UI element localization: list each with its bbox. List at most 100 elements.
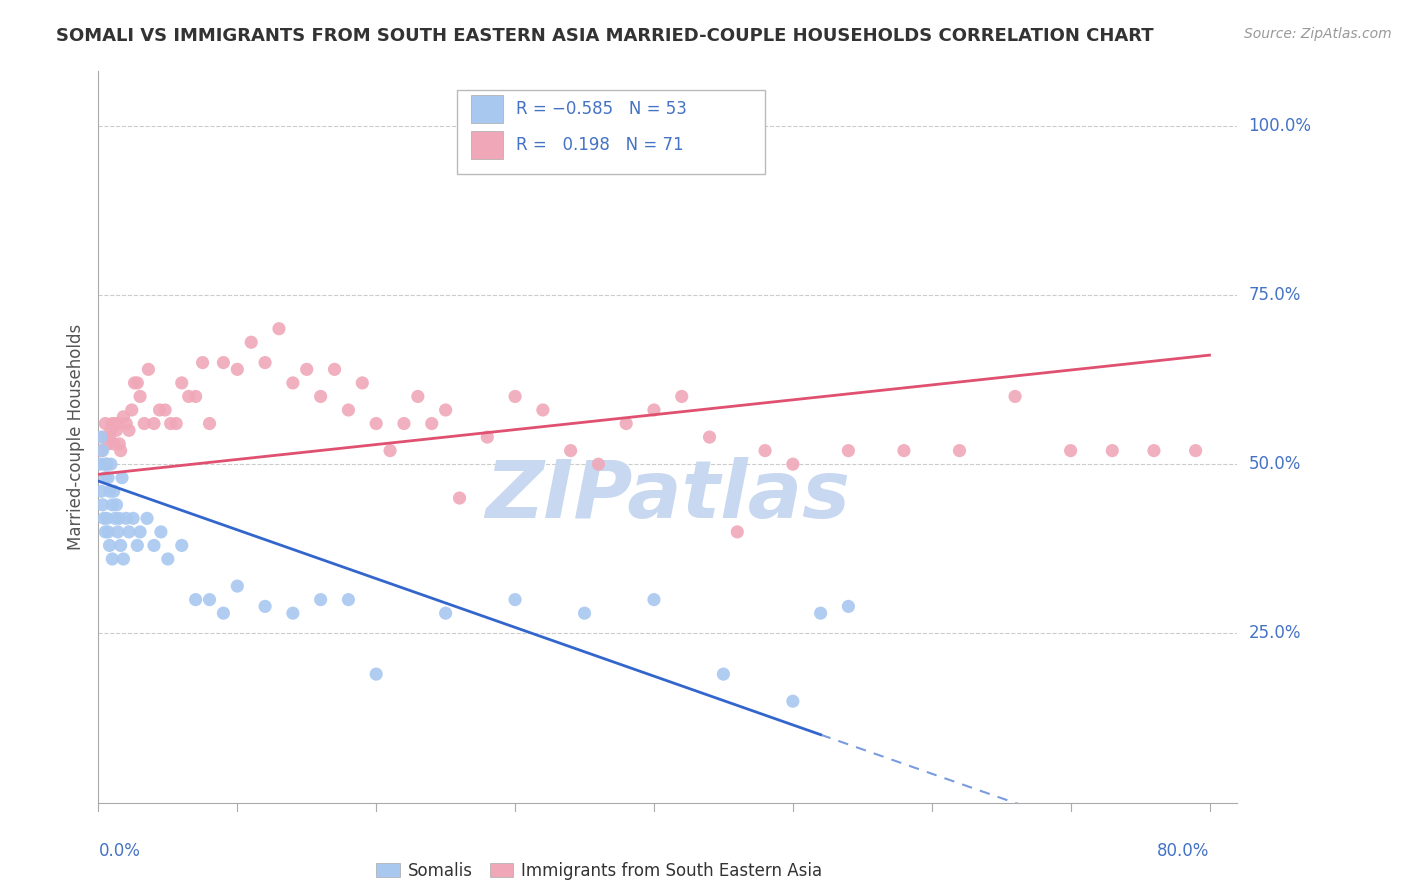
Text: 25.0%: 25.0% <box>1249 624 1301 642</box>
Point <box>366 417 388 431</box>
Point <box>671 389 693 403</box>
Point <box>110 538 132 552</box>
Point <box>699 430 721 444</box>
Text: ZIPatlas: ZIPatlas <box>485 457 851 534</box>
Point <box>100 423 122 437</box>
Bar <box>471 95 503 122</box>
Point <box>143 417 166 431</box>
Point <box>170 376 193 390</box>
Bar <box>471 131 503 159</box>
Point <box>560 443 582 458</box>
Point <box>148 403 170 417</box>
Point <box>104 511 127 525</box>
Point <box>97 524 120 539</box>
Point <box>198 592 221 607</box>
FancyBboxPatch shape <box>457 90 765 174</box>
Text: Source: ZipAtlas.com: Source: ZipAtlas.com <box>1244 27 1392 41</box>
Text: 0.0%: 0.0% <box>98 842 141 860</box>
Point <box>103 437 125 451</box>
Point <box>124 376 146 390</box>
Point <box>477 430 499 444</box>
Point <box>810 606 832 620</box>
Point <box>101 498 124 512</box>
Point <box>309 389 332 403</box>
Point <box>94 417 117 431</box>
Point <box>754 443 776 458</box>
Point <box>127 376 149 390</box>
Point <box>837 443 859 458</box>
Point <box>97 437 120 451</box>
Point <box>107 524 129 539</box>
Point <box>226 362 249 376</box>
Point <box>93 457 115 471</box>
Point <box>97 471 120 485</box>
Point <box>118 524 141 539</box>
Text: 75.0%: 75.0% <box>1249 285 1301 304</box>
Point <box>89 457 111 471</box>
Point <box>725 524 748 539</box>
Point <box>96 511 118 525</box>
Point <box>107 417 129 431</box>
Point <box>281 606 304 620</box>
Point <box>531 403 554 417</box>
Point <box>643 403 665 417</box>
Point <box>614 417 637 431</box>
Point <box>96 457 118 471</box>
Point <box>91 498 114 512</box>
Point <box>108 437 131 451</box>
Point <box>240 335 263 350</box>
Point <box>420 417 443 431</box>
Point <box>198 417 221 431</box>
Point <box>782 457 804 471</box>
Point <box>392 417 415 431</box>
Point <box>90 484 112 499</box>
Point <box>366 667 388 681</box>
Point <box>134 417 156 431</box>
Text: 80.0%: 80.0% <box>1157 842 1209 860</box>
Point <box>1184 443 1206 458</box>
Point <box>90 443 112 458</box>
Point <box>122 511 145 525</box>
Point <box>352 376 374 390</box>
Point <box>165 417 187 431</box>
Point <box>212 355 235 369</box>
Point <box>254 355 277 369</box>
Point <box>103 484 125 499</box>
Point <box>837 599 859 614</box>
Point <box>1004 389 1026 403</box>
Point <box>434 606 457 620</box>
Point <box>184 389 207 403</box>
Point <box>90 430 112 444</box>
Text: 100.0%: 100.0% <box>1249 117 1312 135</box>
Point <box>643 592 665 607</box>
Point <box>574 606 596 620</box>
Point <box>127 538 149 552</box>
Legend: Somalis, Immigrants from South Eastern Asia: Somalis, Immigrants from South Eastern A… <box>370 855 830 887</box>
Point <box>129 389 152 403</box>
Point <box>337 403 360 417</box>
Point <box>170 538 193 552</box>
Point <box>1143 443 1166 458</box>
Point <box>118 423 141 437</box>
Text: R = −0.585   N = 53: R = −0.585 N = 53 <box>516 100 688 118</box>
Point <box>94 524 117 539</box>
Point <box>184 592 207 607</box>
Point <box>893 443 915 458</box>
Point <box>91 443 114 458</box>
Point <box>111 471 134 485</box>
Point <box>177 389 200 403</box>
Point <box>337 592 360 607</box>
Point <box>98 484 121 499</box>
Point <box>378 443 401 458</box>
Text: SOMALI VS IMMIGRANTS FROM SOUTH EASTERN ASIA MARRIED-COUPLE HOUSEHOLDS CORRELATI: SOMALI VS IMMIGRANTS FROM SOUTH EASTERN … <box>56 27 1154 45</box>
Point <box>254 599 277 614</box>
Point <box>98 538 121 552</box>
Text: R =   0.198   N = 71: R = 0.198 N = 71 <box>516 136 683 154</box>
Point <box>149 524 172 539</box>
Point <box>782 694 804 708</box>
Point <box>105 498 128 512</box>
Point <box>212 606 235 620</box>
Point <box>110 443 132 458</box>
Point <box>503 592 526 607</box>
Point <box>101 417 124 431</box>
